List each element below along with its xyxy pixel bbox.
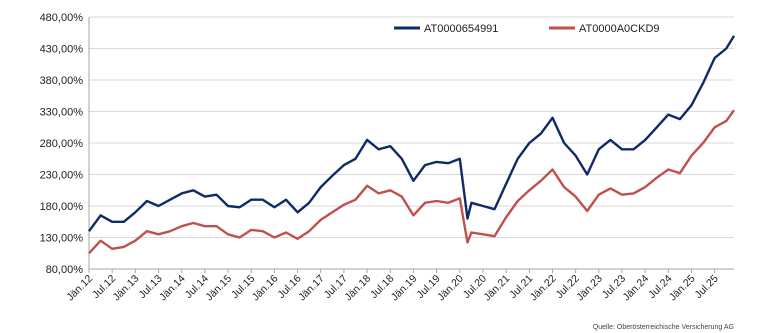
x-tick-label: Jän.15 bbox=[203, 273, 234, 304]
legend: AT0000654991 AT0000A0CKD9 bbox=[394, 23, 660, 35]
x-tick-label: Jän.20 bbox=[435, 273, 466, 304]
x-tick-label: Jän.22 bbox=[528, 273, 559, 304]
y-tick-label: 480,00% bbox=[40, 12, 84, 24]
y-tick-label: 230,00% bbox=[40, 170, 84, 182]
series-line-AT0000654991 bbox=[88, 35, 736, 232]
x-tick-label: Jul.25 bbox=[693, 273, 721, 301]
x-tick-label: Jän.21 bbox=[481, 273, 512, 304]
series-lines bbox=[88, 35, 736, 255]
x-tick-label: Jän.14 bbox=[157, 273, 188, 304]
y-tick-label: 380,00% bbox=[40, 75, 84, 87]
gridlines bbox=[89, 16, 734, 270]
source-note: Quelle: Oberösterreichische Versicherung… bbox=[593, 324, 734, 331]
x-tick-label: Jän.17 bbox=[296, 273, 327, 304]
legend-label: AT0000654991 bbox=[424, 23, 498, 35]
x-tick-label: Jän.19 bbox=[389, 273, 420, 304]
x-tick-label: Jän.18 bbox=[342, 273, 373, 304]
x-tick-label: Jän.13 bbox=[111, 273, 142, 304]
series-line-AT0000A0CKD9 bbox=[88, 109, 735, 255]
x-tick-label: Jän.16 bbox=[250, 273, 281, 304]
x-tick-label: Jän.12 bbox=[64, 273, 95, 304]
legend-label: AT0000A0CKD9 bbox=[579, 23, 660, 35]
x-tick-label: Jän.24 bbox=[621, 273, 652, 304]
y-tick-label: 280,00% bbox=[40, 138, 84, 150]
x-tick-label: Jän.23 bbox=[574, 273, 605, 304]
y-tick-label: 130,00% bbox=[40, 233, 84, 245]
y-tick-label: 80,00% bbox=[46, 264, 84, 276]
y-tick-label: 180,00% bbox=[40, 201, 84, 213]
y-tick-label: 430,00% bbox=[40, 44, 84, 56]
x-tick-label: Jän.25 bbox=[667, 273, 698, 304]
y-tick-label: 330,00% bbox=[40, 107, 84, 119]
y-axis: 80,00% 130,00% 180,00% 230,00% 280,00% 330,00… bbox=[40, 12, 90, 276]
x-axis: Jän.12Jul.12Jän.13Jul.13Jän.14Jul.14Jän.… bbox=[64, 268, 734, 304]
